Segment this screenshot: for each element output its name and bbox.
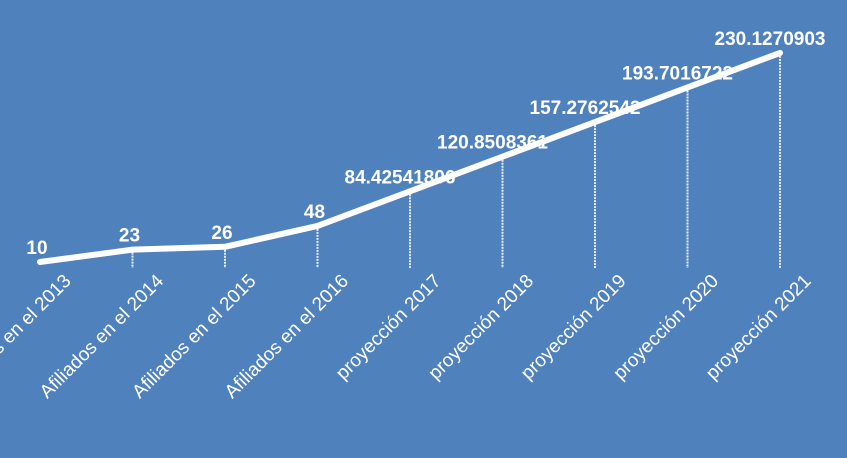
data-label: 230.1270903 bbox=[715, 29, 826, 50]
data-label: 120.8508361 bbox=[437, 133, 548, 154]
data-label: 48 bbox=[304, 202, 325, 223]
data-labels: 10 23 26 48 84.42541806 120.8508361 157.276254… bbox=[26, 29, 825, 259]
drop-lines bbox=[131, 52, 781, 268]
data-label: 193.7016722 bbox=[622, 63, 733, 84]
data-label: 157.2762542 bbox=[530, 98, 641, 119]
data-label: 10 bbox=[26, 238, 47, 259]
data-label: 26 bbox=[211, 223, 232, 244]
data-label: 84.42541806 bbox=[345, 167, 456, 188]
series-line bbox=[37, 49, 783, 265]
data-label: 23 bbox=[119, 226, 140, 247]
